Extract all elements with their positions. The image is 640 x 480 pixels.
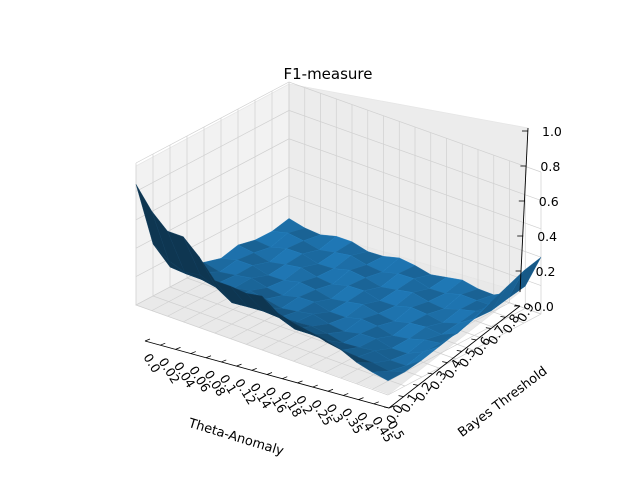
z-tick-label: 0.2 (536, 264, 556, 279)
z-tick-label: 0.0 (534, 299, 554, 314)
x-tick-mark (221, 359, 227, 363)
surface-plot (135, 184, 542, 382)
x-tick-mark (205, 355, 212, 359)
y-tick-mark (398, 395, 404, 398)
z-tick-label: 0.8 (540, 159, 560, 174)
y-tick-mark (383, 406, 390, 409)
x-tick-mark (358, 397, 364, 400)
y-tick-mark (500, 315, 506, 318)
y-tick-mark (413, 383, 419, 386)
grid-line-z (135, 81, 542, 173)
x-tick-mark (251, 367, 257, 371)
x-tick-mark (312, 384, 318, 388)
z-tick-label: 1.0 (542, 124, 562, 139)
x-tick-mark (373, 401, 379, 405)
x-tick-mark (190, 351, 196, 354)
x-tick-mark (297, 380, 303, 384)
x-tick-mark (160, 342, 166, 346)
z-tick-label: 0.4 (537, 229, 557, 244)
grid-line-z (135, 138, 542, 230)
x-tick-mark (327, 388, 334, 392)
y-tick-mark (471, 338, 477, 341)
y-tick-mark (456, 349, 462, 352)
x-tick-mark (388, 405, 395, 409)
z-axis-ticks: 0.0 0.2 0.4 0.6 0.8 1.0 (514, 124, 562, 314)
z-axis-line (519, 127, 529, 293)
grid-line-z (135, 110, 542, 201)
x-tick-mark (266, 372, 273, 375)
chart-title: F1-measure (283, 65, 372, 83)
y-tick-mark (442, 361, 448, 364)
y-tick-mark (485, 327, 491, 330)
y-tick-mark (427, 372, 433, 375)
y-axis-line (388, 305, 521, 409)
x-tick-mark (236, 363, 242, 367)
x-tick-mark (175, 347, 181, 350)
grid-line-z (135, 166, 542, 258)
z-tick-label: 0.6 (539, 194, 559, 209)
x-tick-mark (343, 393, 349, 396)
x-tick-mark (282, 376, 288, 380)
surface-facet (371, 370, 406, 382)
x-tick-mark (144, 338, 151, 342)
